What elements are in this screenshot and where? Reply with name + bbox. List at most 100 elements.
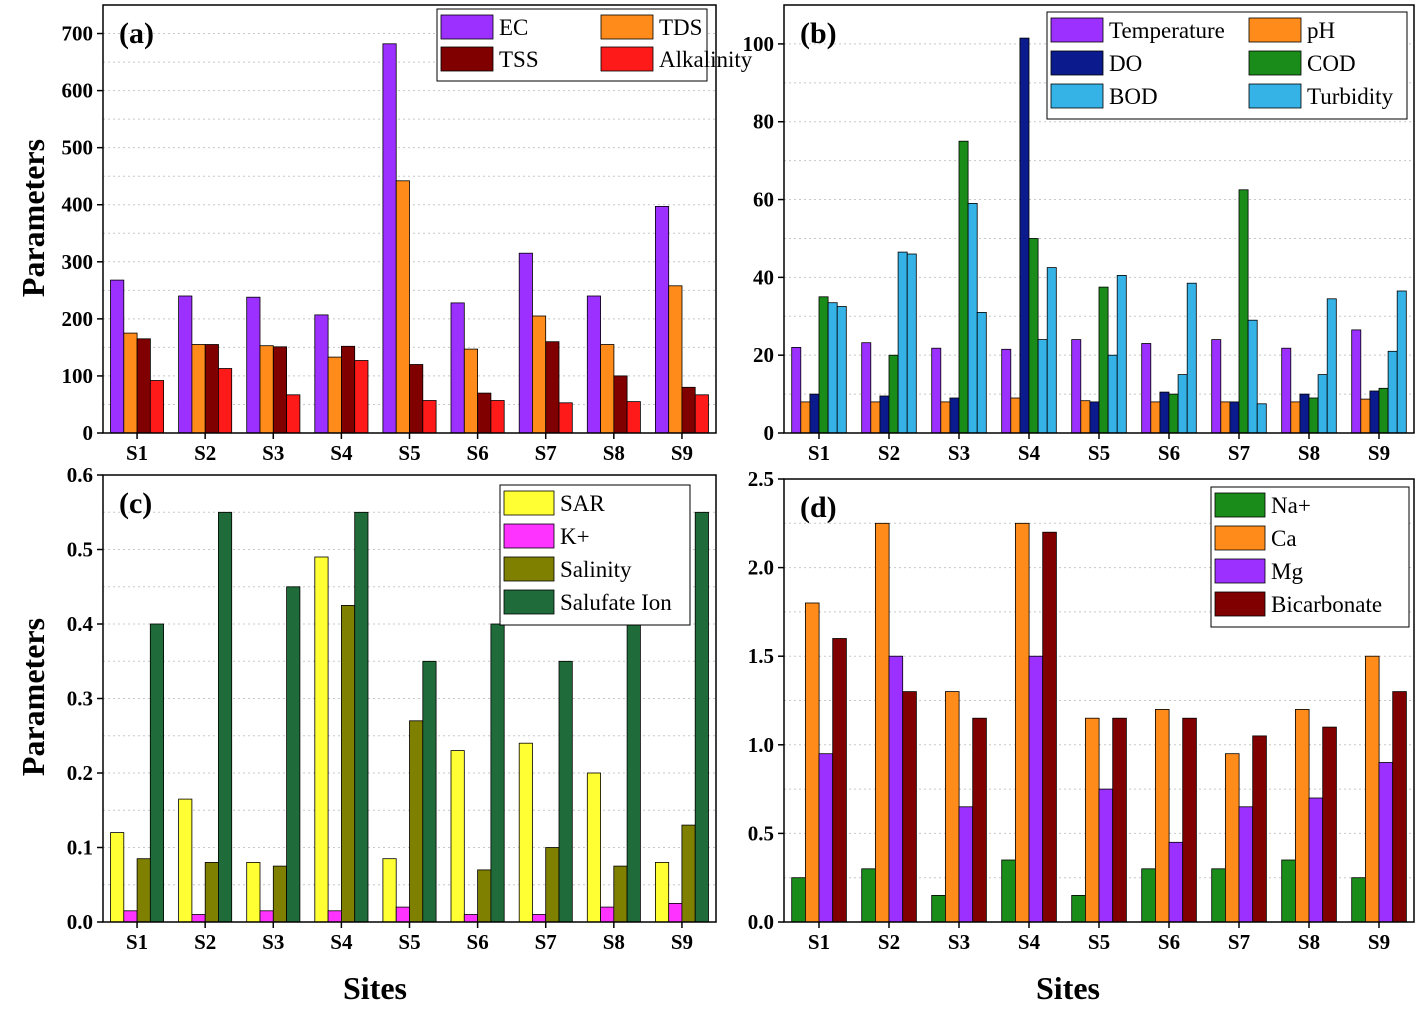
panel-label: (d) bbox=[800, 491, 837, 524]
bar-tds-s8 bbox=[600, 344, 615, 434]
legend-label: Salinity bbox=[560, 557, 632, 582]
legend-swatch bbox=[503, 490, 555, 516]
x-tick-label-s6: S6 bbox=[1158, 441, 1180, 465]
y-tick-label: 0.1 bbox=[67, 836, 93, 860]
bar-salufate-ion-s1 bbox=[149, 623, 165, 923]
bar-temperature-s5 bbox=[1071, 339, 1082, 434]
legend-swatch bbox=[1248, 50, 1302, 76]
x-tick-label-s8: S8 bbox=[1298, 441, 1320, 465]
bar-do-s9 bbox=[1369, 390, 1380, 434]
bar-mg-s1 bbox=[818, 753, 834, 923]
legend-label: EC bbox=[499, 15, 528, 40]
y-tick-label: 0.2 bbox=[67, 761, 93, 785]
legend-label: SAR bbox=[560, 491, 605, 516]
bar-temperature-s6 bbox=[1141, 343, 1152, 434]
legend-swatch bbox=[1214, 591, 1266, 617]
bar-salufate-ion-s4 bbox=[354, 511, 369, 923]
bar-bicarbonate-s6 bbox=[1182, 717, 1197, 923]
bar-tds-s6 bbox=[463, 348, 478, 434]
bar-do-s2 bbox=[879, 395, 890, 434]
x-axis-title-left: Sites bbox=[343, 970, 407, 1006]
x-tick-label-s8: S8 bbox=[603, 930, 625, 954]
bar-bicarbonate-s3 bbox=[972, 717, 987, 923]
y-tick-label: 200 bbox=[62, 307, 94, 331]
y-tick-label: 0.6 bbox=[67, 463, 93, 487]
bar-turbidity-s8 bbox=[1326, 298, 1337, 434]
chart-panel-4: 0.0 0.5 1.0 1.5 2.0 2.5 S1 S2 S3 S4 S5 S6 S7 S8 S9 (d) N… bbox=[748, 467, 1415, 954]
bar-ph-s4 bbox=[1010, 397, 1021, 434]
panel-label: (b) bbox=[800, 17, 837, 50]
x-tick-label-s9: S9 bbox=[1368, 441, 1390, 465]
legend-label: Alkalinity bbox=[659, 47, 753, 72]
bar-ec-s1 bbox=[110, 279, 125, 434]
bar-ph-s6 bbox=[1150, 401, 1161, 434]
bar-tss-s4 bbox=[340, 345, 356, 434]
bar-sar-s1 bbox=[110, 832, 125, 923]
bar-tss-s7 bbox=[545, 341, 560, 434]
bar-mg-s2 bbox=[888, 655, 904, 923]
bar-alkalinity-s2 bbox=[217, 368, 233, 434]
x-tick-label-s1: S1 bbox=[808, 441, 830, 465]
bar-cod-s9 bbox=[1378, 387, 1389, 434]
bar-temperature-s3 bbox=[931, 347, 942, 434]
bar-mg-s4 bbox=[1028, 655, 1044, 923]
bar-temperature-s4 bbox=[1001, 348, 1012, 434]
y-tick-label: 0 bbox=[83, 421, 94, 445]
panel-label: (c) bbox=[119, 487, 152, 520]
x-tick-label-s7: S7 bbox=[535, 930, 557, 954]
bar-cod-s4 bbox=[1028, 238, 1039, 434]
bar-cod-s6 bbox=[1168, 393, 1179, 434]
bar-na--s3 bbox=[931, 895, 946, 923]
legend-swatch bbox=[600, 14, 654, 40]
y-tick-label: 300 bbox=[62, 250, 94, 274]
bar-cod-s8 bbox=[1308, 397, 1319, 434]
y-tick-label: 1.0 bbox=[748, 733, 774, 757]
bar-mg-s5 bbox=[1098, 788, 1114, 923]
y-tick-label: 100 bbox=[62, 364, 94, 388]
bar-temperature-s7 bbox=[1211, 339, 1222, 434]
bar-ec-s6 bbox=[450, 302, 465, 434]
y-tick-label: 0.5 bbox=[748, 821, 774, 845]
bar-tds-s4 bbox=[327, 356, 342, 434]
bar-temperature-s2 bbox=[861, 342, 872, 434]
bar-salufate-ion-s9 bbox=[694, 511, 709, 923]
bar-bod-s9 bbox=[1387, 350, 1398, 434]
chart-panel-3: 0.0 0.1 0.2 0.3 0.4 0.5 0.6 S1 S2 S3 S4 S5 S6 S7 S8 S9 (… bbox=[67, 463, 717, 954]
bar-sar-s7 bbox=[518, 742, 533, 923]
bar-sar-s8 bbox=[586, 772, 601, 923]
bar-alkalinity-s3 bbox=[286, 394, 301, 434]
bar-cod-s1 bbox=[818, 296, 829, 434]
y-tick-label: 0.3 bbox=[67, 687, 93, 711]
bar-cod-s3 bbox=[958, 140, 969, 434]
bar-do-s4 bbox=[1019, 37, 1030, 434]
bar-salinity-s6 bbox=[477, 869, 492, 923]
legend-label: COD bbox=[1307, 51, 1356, 76]
bar-sar-s9 bbox=[655, 862, 670, 923]
chart-panel-1: 0 100 200 300 400 500 600 700 S1 S2 S3 S4 S5 S6 S7 S8 S9… bbox=[62, 4, 753, 465]
bar-bicarbonate-s1 bbox=[832, 638, 847, 923]
bar-ec-s7 bbox=[518, 252, 533, 434]
bar-alkalinity-s8 bbox=[626, 401, 641, 434]
y-tick-label: 700 bbox=[62, 22, 94, 46]
x-axis-title-right: Sites bbox=[1036, 970, 1100, 1006]
bar-bod-s5 bbox=[1107, 354, 1118, 434]
x-tick-label-s9: S9 bbox=[671, 441, 693, 465]
legend-swatch bbox=[503, 556, 555, 582]
bar-sar-s6 bbox=[450, 750, 465, 923]
x-tick-label-s8: S8 bbox=[1298, 930, 1320, 954]
x-tick-label-s3: S3 bbox=[262, 441, 284, 465]
bar-turbidity-s6 bbox=[1186, 282, 1197, 434]
bar-mg-s8 bbox=[1308, 797, 1324, 923]
bar-bod-s4 bbox=[1037, 339, 1048, 434]
bar-tss-s5 bbox=[409, 364, 424, 434]
x-tick-label-s4: S4 bbox=[330, 441, 353, 465]
y-tick-label: 400 bbox=[62, 193, 94, 217]
bar-ca-s2 bbox=[875, 522, 890, 923]
bar-ca-s8 bbox=[1295, 709, 1310, 923]
x-tick-label-s3: S3 bbox=[262, 930, 284, 954]
y-tick-label: 60 bbox=[753, 188, 774, 212]
y-tick-label: 0.4 bbox=[67, 612, 94, 636]
legend-label: TDS bbox=[659, 15, 702, 40]
legend-label: Ca bbox=[1271, 526, 1297, 551]
